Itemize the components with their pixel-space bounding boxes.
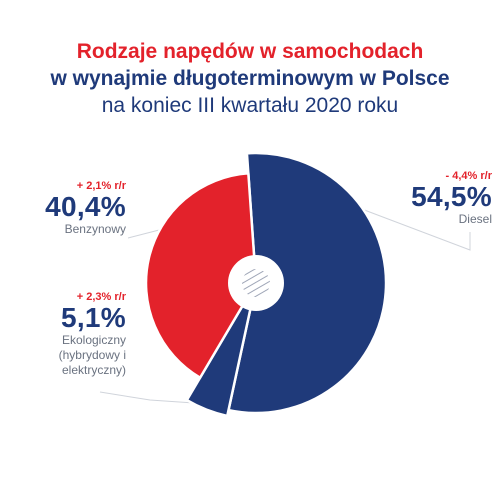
category-benzynowy: Benzynowy bbox=[64, 222, 126, 236]
center-hatch-icon bbox=[242, 269, 270, 297]
change-benzynowy: + 2,1% r/r bbox=[76, 180, 126, 192]
value-diesel: 54,5% bbox=[411, 181, 492, 212]
label-benzynowy: + 2,1% r/r 40,4% Benzynowy bbox=[10, 180, 126, 237]
category-ekologiczny-line-2: (hybrydowy i bbox=[58, 348, 126, 362]
slice-diesel bbox=[227, 151, 388, 415]
change-diesel: - 4,4% r/r bbox=[445, 170, 492, 182]
pie-slices bbox=[144, 151, 388, 418]
value-benzynowy: 40,4% bbox=[45, 191, 126, 222]
title-line-1: Rodzaje napędów w samochodach bbox=[76, 40, 424, 63]
slice-ekologiczny bbox=[185, 282, 258, 418]
change-ekologiczny: + 2,3% r/r bbox=[76, 291, 126, 303]
leader-line-diesel bbox=[361, 208, 471, 251]
value-ekologiczny: 5,1% bbox=[60, 302, 126, 333]
title-line-3: na koniec III kwartału 2020 roku bbox=[101, 94, 399, 117]
chart-title: Rodzaje napędów w samochodach w wynajmie… bbox=[0, 38, 500, 119]
category-diesel: Diesel bbox=[458, 212, 492, 226]
label-ekologiczny: + 2,3% r/r 5,1% Ekologiczny (hybrydowy i… bbox=[10, 291, 126, 378]
category-ekologiczny-line-1: Ekologiczny bbox=[61, 333, 126, 347]
label-diesel: - 4,4% r/r 54,5% Diesel bbox=[380, 170, 492, 227]
slice-benzynowy bbox=[144, 171, 258, 380]
category-ekologiczny-line-3: elektryczny) bbox=[61, 363, 126, 377]
title-line-2: w wynajmie długoterminowym w Polsce bbox=[50, 67, 450, 90]
